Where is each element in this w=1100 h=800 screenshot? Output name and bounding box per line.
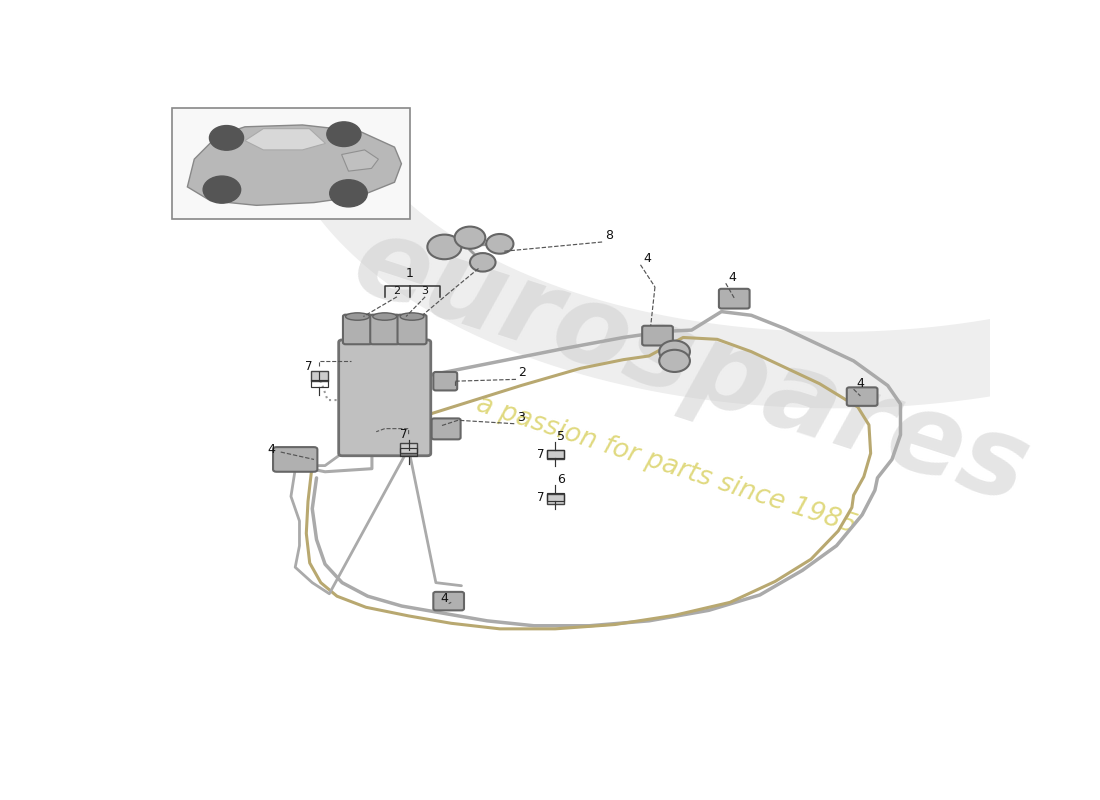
Text: 4: 4 — [644, 252, 651, 266]
Circle shape — [427, 234, 462, 259]
Text: 5: 5 — [557, 430, 565, 442]
Text: 2: 2 — [394, 286, 400, 296]
Polygon shape — [245, 129, 326, 150]
Text: 3: 3 — [517, 411, 525, 424]
FancyBboxPatch shape — [431, 418, 461, 439]
Text: 7: 7 — [306, 359, 312, 373]
Bar — [547, 494, 564, 504]
FancyBboxPatch shape — [433, 592, 464, 610]
FancyBboxPatch shape — [433, 372, 458, 390]
Text: 4: 4 — [440, 592, 448, 606]
Text: 7: 7 — [400, 428, 408, 441]
Circle shape — [327, 122, 361, 146]
Circle shape — [470, 253, 496, 271]
Bar — [310, 380, 328, 387]
Circle shape — [659, 341, 690, 362]
Bar — [547, 493, 564, 501]
Text: 3: 3 — [421, 286, 429, 296]
Text: 8: 8 — [605, 229, 613, 242]
Ellipse shape — [400, 313, 424, 320]
FancyBboxPatch shape — [847, 387, 878, 406]
Bar — [547, 450, 564, 459]
Text: 7: 7 — [538, 448, 544, 462]
FancyBboxPatch shape — [339, 340, 431, 456]
FancyBboxPatch shape — [343, 314, 372, 344]
Text: 4: 4 — [267, 443, 275, 456]
Text: 4: 4 — [728, 270, 736, 284]
FancyBboxPatch shape — [719, 289, 749, 309]
Text: 7: 7 — [538, 491, 544, 504]
Text: 4: 4 — [856, 377, 864, 390]
Polygon shape — [342, 150, 378, 171]
FancyBboxPatch shape — [273, 447, 318, 472]
Bar — [400, 448, 417, 456]
Text: 6: 6 — [557, 473, 564, 486]
Bar — [310, 371, 328, 382]
Circle shape — [204, 176, 241, 203]
Text: eurospares: eurospares — [341, 208, 1042, 526]
Circle shape — [486, 234, 514, 254]
Circle shape — [209, 126, 243, 150]
FancyBboxPatch shape — [371, 314, 399, 344]
Polygon shape — [187, 125, 402, 206]
Text: 1: 1 — [406, 266, 414, 279]
FancyBboxPatch shape — [642, 326, 673, 346]
Circle shape — [454, 226, 485, 249]
Ellipse shape — [345, 313, 370, 320]
Bar — [400, 443, 417, 454]
Ellipse shape — [373, 313, 397, 320]
Bar — [172, 108, 410, 219]
Bar — [547, 450, 564, 458]
Text: a passion for parts since 1985: a passion for parts since 1985 — [473, 392, 859, 539]
Circle shape — [659, 350, 690, 372]
FancyBboxPatch shape — [397, 314, 427, 344]
Text: 2: 2 — [518, 366, 527, 379]
Circle shape — [330, 180, 367, 207]
